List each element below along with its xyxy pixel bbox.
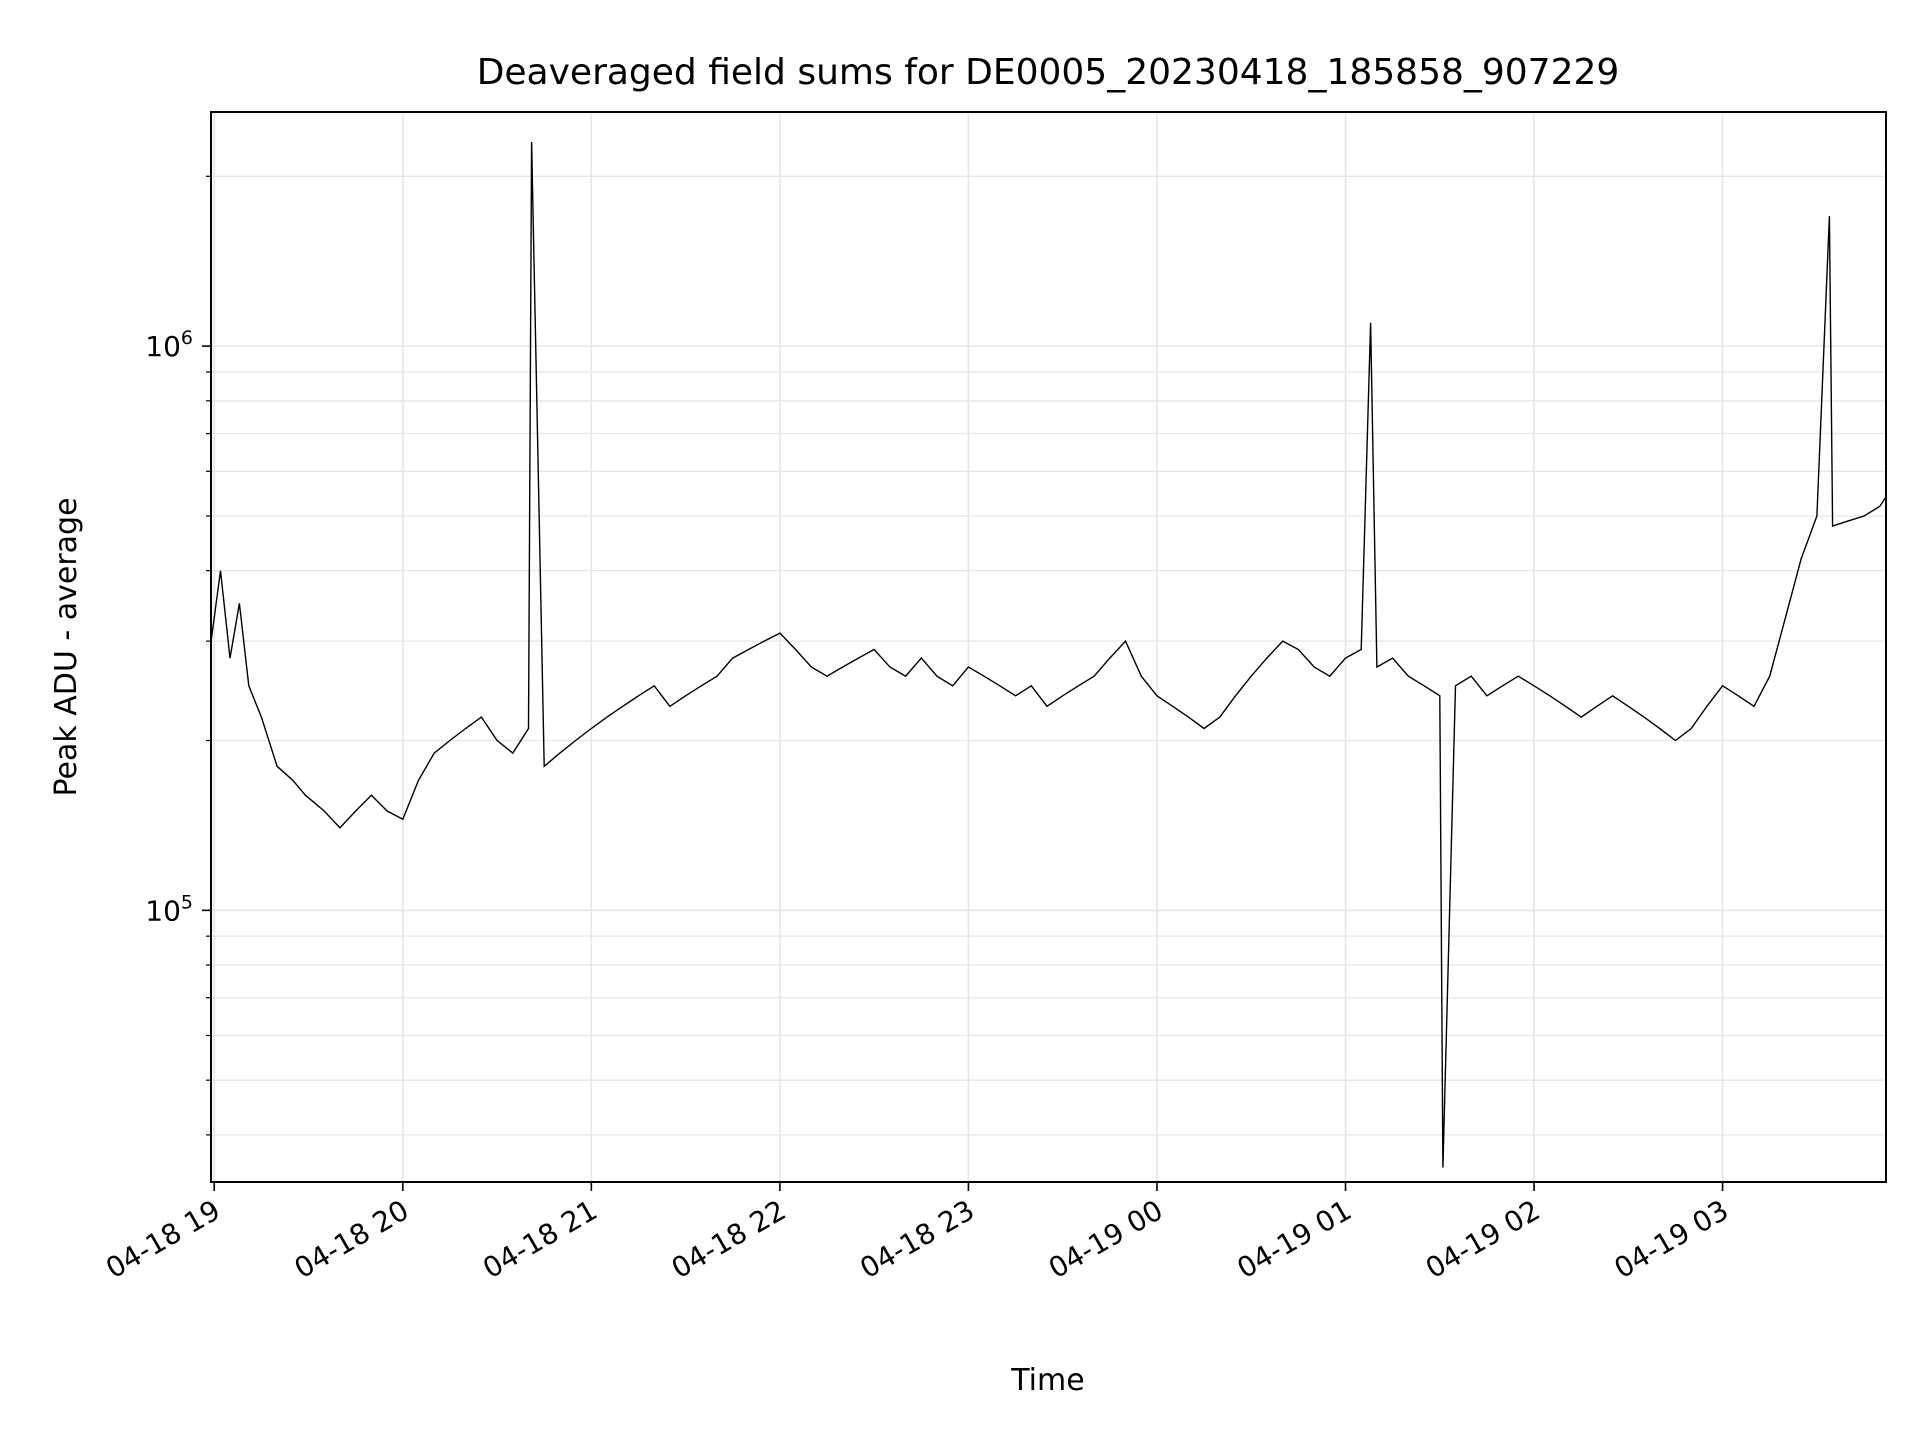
series-line [210,141,1887,1168]
x-axis-title: Time [1010,1363,1084,1398]
y-axis-title: Peak ADU - average [49,497,84,796]
chart-title: Deaveraged field sums for DE0005_2023041… [477,52,1620,93]
grid [211,112,1886,1182]
y-tick-label: 105 [145,891,193,927]
plot-frame [210,111,1887,1183]
y-tick-label: 106 [145,327,193,363]
series-lines [210,141,1887,1168]
y-axis-ticks: 105 106 [145,175,211,1136]
